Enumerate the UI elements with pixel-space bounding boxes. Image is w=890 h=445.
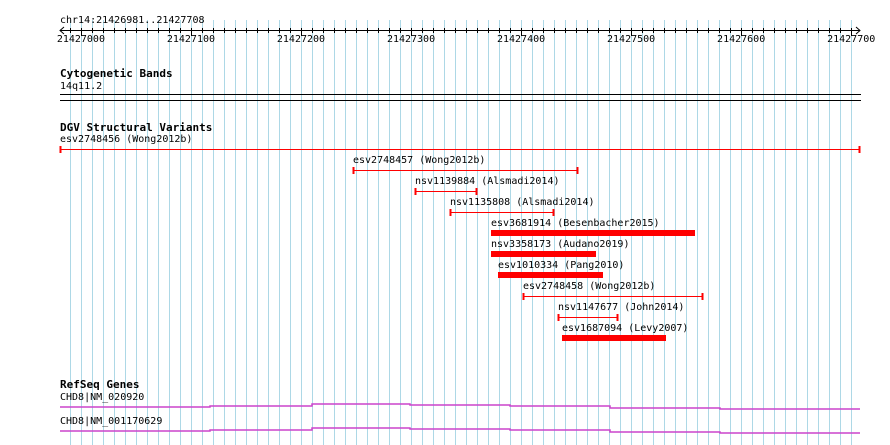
gene-model-line[interactable] xyxy=(60,403,860,410)
cytoband-track-title: Cytogenetic Bands xyxy=(60,67,173,80)
dgv-variant-bar[interactable] xyxy=(491,251,596,257)
cytoband-track-lines xyxy=(60,94,861,101)
dgv-variant-label[interactable]: nsv1147677 (John2014) xyxy=(558,302,685,313)
gene-model-line[interactable] xyxy=(60,427,860,434)
dgv-track-title: DGV Structural Variants xyxy=(60,121,213,134)
ruler-tick-label: 21427100 xyxy=(166,34,216,45)
dgv-variant-label[interactable]: esv2748457 (Wong2012b) xyxy=(353,155,486,166)
dgv-variant-bar[interactable] xyxy=(562,335,666,341)
ruler-tick-label: 21427300 xyxy=(386,34,436,45)
dgv-variant-bars xyxy=(59,146,861,341)
dgv-variant-label[interactable]: nsv1139884 (Alsmadi2014) xyxy=(415,176,560,187)
ruler-tick-label: 21427700 xyxy=(827,34,876,45)
dgv-variant-label[interactable]: esv1010334 (Pang2010) xyxy=(498,260,625,271)
region-label: chr14:21426981..21427708 xyxy=(60,15,205,26)
refseq-gene-lines xyxy=(60,403,860,434)
dgv-variant-label[interactable]: nsv1135808 (Alsmadi2014) xyxy=(450,197,595,208)
gene-label-nm-001170629[interactable]: CHD8|NM_001170629 xyxy=(60,416,163,427)
dgv-variant-label[interactable]: esv2748458 (Wong2012b) xyxy=(523,281,656,292)
ruler-tick-label: 21427000 xyxy=(56,34,105,45)
dgv-variant-label[interactable]: esv2748456 (Wong2012b) xyxy=(60,134,193,145)
ruler-tick-label: 21427600 xyxy=(717,34,766,45)
ruler-tick-label: 21427500 xyxy=(607,34,656,45)
gene-label-nm-020920[interactable]: CHD8|NM_020920 xyxy=(60,392,145,403)
dgv-variant-label[interactable]: nsv3358173 (Audano2019) xyxy=(491,239,630,250)
cytoband-label: 14q11.2 xyxy=(60,81,103,92)
dgv-variant-label[interactable]: esv1687094 (Levy2007) xyxy=(562,323,689,334)
dgv-variant-bar[interactable] xyxy=(498,272,603,278)
ruler-right-arrow xyxy=(855,26,861,35)
dgv-variant-label[interactable]: esv3681914 (Besenbacher2015) xyxy=(491,218,660,229)
refseq-track-title: RefSeq Genes xyxy=(60,378,140,391)
ruler-tick-label: 21427200 xyxy=(276,34,326,45)
grid-lines xyxy=(70,20,852,445)
ruler-tick-label: 21427400 xyxy=(496,34,546,45)
dgv-variant-bar[interactable] xyxy=(491,230,695,236)
ruler-left-arrow xyxy=(59,26,65,35)
ruler xyxy=(59,26,861,36)
